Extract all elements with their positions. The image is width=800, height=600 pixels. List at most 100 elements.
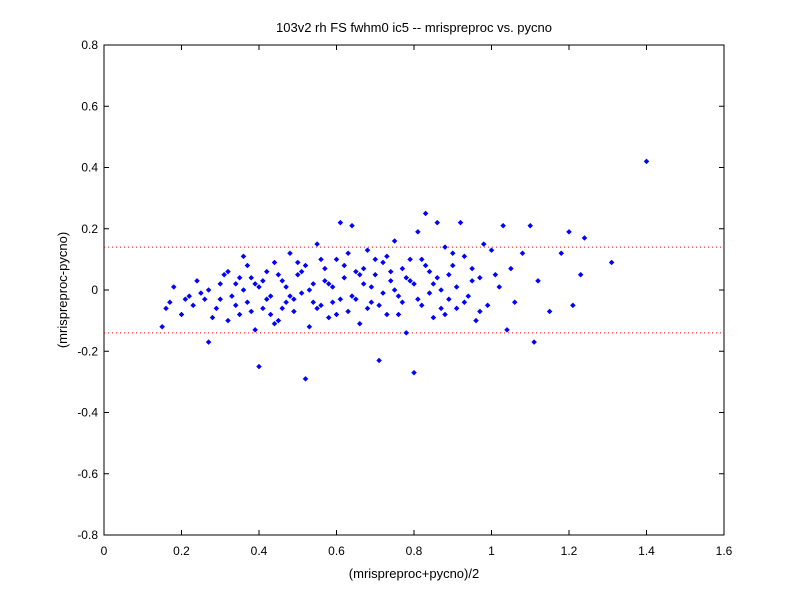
data-point	[275, 317, 282, 324]
data-point	[395, 293, 402, 299]
data-point	[329, 299, 336, 306]
data-point	[426, 268, 433, 275]
x-axis-ticks: 0 0.2 0.4 0.6 0.8 1 1.2 1.4 1.6	[101, 45, 733, 558]
data-point	[217, 281, 224, 287]
data-point	[356, 271, 363, 278]
data-point	[508, 265, 514, 272]
reference-lines	[104, 246, 724, 334]
data-point	[240, 253, 247, 260]
data-point	[461, 299, 468, 306]
y-tick-label: 0	[91, 283, 98, 297]
data-point	[329, 284, 336, 290]
data-point	[372, 271, 379, 278]
data-point	[577, 271, 584, 278]
data-point	[566, 228, 572, 235]
data-point	[325, 281, 332, 287]
data-point	[511, 299, 518, 306]
data-point	[519, 250, 526, 257]
data-point	[492, 271, 499, 278]
data-point	[430, 314, 437, 321]
data-point	[256, 363, 262, 370]
x-tick-label: 0.2	[173, 544, 190, 558]
data-point	[221, 271, 227, 278]
data-point	[535, 277, 541, 284]
data-point	[422, 210, 429, 217]
data-point	[527, 222, 534, 229]
data-point	[546, 308, 553, 315]
data-point	[484, 302, 491, 309]
data-point	[504, 326, 510, 333]
data-point	[418, 302, 425, 309]
x-tick-label: 0.8	[406, 544, 423, 558]
data-point	[314, 305, 320, 312]
data-point	[391, 238, 398, 244]
x-tick-label: 0.4	[251, 544, 268, 558]
data-point	[442, 244, 448, 250]
data-point	[360, 265, 367, 272]
data-point	[322, 265, 328, 272]
data-point	[217, 296, 224, 303]
data-point	[248, 274, 255, 281]
chart-title: 103v2 rh FS fwhm0 ic5 -- mrispreproc vs.…	[276, 20, 552, 35]
data-point	[418, 256, 425, 263]
data-point	[399, 265, 406, 272]
data-point	[248, 308, 255, 315]
data-point	[438, 305, 444, 312]
data-point	[318, 302, 324, 309]
data-point	[341, 274, 348, 281]
data-point	[337, 219, 344, 226]
data-point	[411, 369, 417, 376]
data-point	[461, 253, 468, 260]
y-axis-label: (mrispreproc-pycno)	[55, 232, 70, 348]
data-point	[380, 290, 386, 296]
data-point	[318, 256, 324, 263]
data-point	[531, 339, 537, 345]
data-point	[279, 277, 286, 284]
data-point	[302, 262, 309, 269]
data-point	[236, 274, 243, 281]
data-point	[167, 299, 173, 306]
data-point	[194, 277, 200, 284]
data-point	[570, 302, 576, 309]
x-tick-label: 0	[101, 544, 108, 558]
x-tick-label: 1	[488, 544, 495, 558]
data-point	[434, 219, 441, 226]
y-axis-ticks: 0.8 0.6 0.4 0.2 0 -0.2 -0.4 -0.6 -0.8	[77, 38, 724, 542]
data-point	[205, 287, 212, 293]
data-point	[376, 302, 382, 309]
data-point	[415, 228, 421, 235]
x-tick-label: 1.6	[716, 544, 733, 558]
data-point	[225, 268, 231, 275]
data-point	[496, 284, 503, 290]
data-point	[236, 311, 243, 318]
data-point	[267, 311, 274, 318]
data-point	[256, 284, 262, 290]
data-point	[446, 296, 452, 303]
data-point	[608, 259, 615, 266]
data-point	[186, 293, 193, 299]
data-point	[558, 250, 565, 257]
data-point	[407, 277, 413, 284]
data-point	[384, 253, 390, 260]
data-point	[287, 250, 293, 257]
data-point	[229, 293, 235, 299]
data-point	[170, 284, 177, 290]
data-point	[291, 308, 297, 315]
data-point	[453, 305, 460, 312]
data-point	[306, 323, 313, 330]
data-point	[345, 308, 351, 315]
data-point	[260, 305, 266, 312]
data-point	[368, 284, 375, 290]
data-point	[643, 158, 650, 165]
data-point	[163, 305, 169, 312]
data-point	[283, 284, 289, 290]
x-axis-label: (mrispreproc+pycno)/2	[349, 566, 479, 581]
y-tick-label: 0.4	[81, 161, 98, 175]
y-tick-label: -0.4	[77, 406, 98, 420]
data-point	[500, 222, 506, 229]
data-point	[349, 222, 355, 229]
data-point	[209, 314, 216, 321]
data-point	[480, 241, 487, 247]
data-point	[353, 296, 359, 303]
data-point	[333, 256, 340, 263]
